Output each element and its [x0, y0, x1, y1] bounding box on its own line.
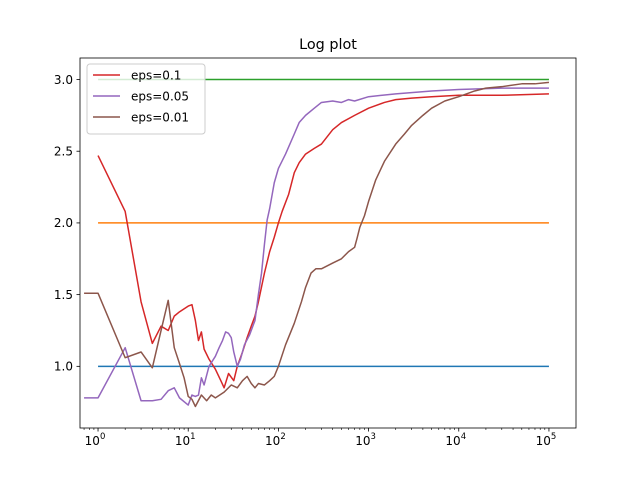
y-axis: 1.0 1.5 2.0 2.5 3.0 — [54, 73, 80, 374]
y-tick-label: 1.0 — [54, 360, 73, 374]
y-tick-label: 2.5 — [54, 145, 73, 159]
axes-frame — [79, 57, 577, 429]
series-line-eps-0-1 — [97, 93, 549, 389]
x-tick-label: 100 — [85, 432, 106, 448]
legend-label: eps=0.1 — [131, 68, 181, 82]
x-tick-label: 103 — [355, 432, 376, 448]
chart-title: Log plot — [299, 37, 357, 53]
x-tick-label: 101 — [175, 432, 196, 448]
legend-label: eps=0.01 — [131, 110, 189, 124]
x-tick-label: 105 — [536, 432, 557, 448]
y-tick-label: 2.0 — [54, 216, 73, 230]
series-line-eps-0-05 — [84, 87, 549, 406]
y-tick-label: 3.0 — [54, 73, 73, 87]
series-line-eps-0-01 — [84, 81, 550, 408]
legend: eps=0.1 eps=0.05 eps=0.01 — [86, 63, 206, 135]
y-tick-label: 1.5 — [54, 288, 73, 302]
x-axis: 100 101 102 103 104 105 — [83, 428, 557, 448]
x-tick-label: 102 — [265, 432, 286, 448]
legend-label: eps=0.05 — [131, 89, 189, 103]
x-tick-label: 104 — [445, 432, 466, 448]
